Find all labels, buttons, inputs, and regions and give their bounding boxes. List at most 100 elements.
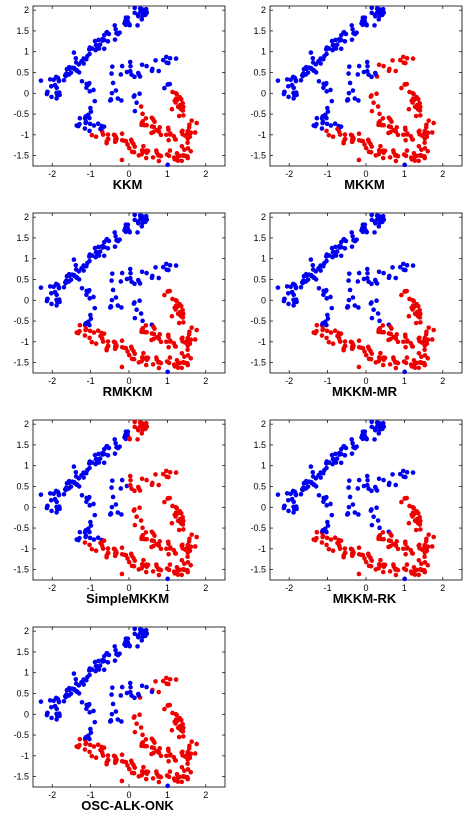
blue-point <box>71 257 77 262</box>
blue-point <box>137 91 142 97</box>
blue-point <box>323 82 328 87</box>
blue-point <box>107 719 113 724</box>
red-point <box>391 355 396 360</box>
panel-title: MKKM-MR <box>332 384 397 399</box>
blue-point <box>397 264 403 270</box>
x-tick-label: 0 <box>363 376 368 386</box>
red-point <box>153 472 158 477</box>
red-point <box>167 676 173 682</box>
red-point <box>119 157 125 163</box>
blue-point <box>138 311 144 316</box>
blue-point <box>69 272 75 277</box>
red-point <box>164 132 169 138</box>
red-point <box>129 139 135 144</box>
red-point <box>154 148 159 153</box>
blue-point <box>164 60 169 65</box>
blue-point <box>135 277 141 283</box>
x-tick-label: -2 <box>48 790 56 800</box>
red-point <box>101 331 107 336</box>
blue-point <box>288 77 293 83</box>
blue-point <box>113 295 119 300</box>
blue-point <box>64 480 70 486</box>
red-point <box>129 346 135 351</box>
blue-point <box>352 303 358 308</box>
red-point <box>173 137 179 142</box>
red-point <box>425 562 431 568</box>
red-point <box>174 771 180 777</box>
blue-point <box>347 287 353 293</box>
blue-point <box>301 66 307 72</box>
blue-point <box>336 451 342 456</box>
red-point <box>188 355 194 361</box>
red-point <box>132 522 138 528</box>
red-point <box>173 551 179 556</box>
red-point <box>172 305 178 311</box>
blue-point <box>284 284 290 289</box>
blue-point <box>393 482 399 488</box>
y-tick-label: 0.5 <box>253 67 266 77</box>
red-point <box>113 134 119 140</box>
red-point <box>125 142 130 147</box>
blue-point <box>330 461 335 467</box>
red-point <box>119 131 125 136</box>
red-point <box>320 534 325 540</box>
axes-frame <box>32 5 226 167</box>
blue-point <box>93 254 98 260</box>
blue-point <box>91 501 96 507</box>
red-point <box>403 137 408 143</box>
blue-point <box>369 507 374 512</box>
red-point <box>160 471 166 477</box>
blue-point <box>328 87 333 93</box>
blue-point <box>313 123 318 129</box>
blue-point <box>115 717 121 722</box>
red-point <box>156 482 162 488</box>
red-point <box>402 332 408 338</box>
red-point <box>350 134 356 140</box>
x-tick-label: 0 <box>126 376 131 386</box>
blue-point <box>134 307 139 312</box>
blue-point <box>115 303 121 308</box>
red-point <box>395 153 401 159</box>
x-tick-label: 0 <box>126 583 131 593</box>
blue-point <box>85 467 90 473</box>
blue-point <box>369 300 374 305</box>
red-point <box>413 518 419 524</box>
blue-point <box>310 56 316 61</box>
blue-point <box>61 491 67 497</box>
red-point <box>404 55 410 61</box>
blue-point <box>83 735 88 741</box>
blue-point <box>85 674 90 680</box>
red-point <box>413 104 419 110</box>
red-point <box>135 437 140 442</box>
blue-point <box>298 284 304 290</box>
x-tick-label: -1 <box>324 583 332 593</box>
blue-point <box>51 698 56 704</box>
red-point <box>139 431 145 436</box>
blue-point <box>306 272 312 277</box>
red-point <box>143 155 149 161</box>
red-point <box>182 354 187 359</box>
red-point <box>366 139 372 144</box>
red-point <box>181 734 186 739</box>
blue-point <box>402 162 407 168</box>
red-point <box>82 333 88 338</box>
red-point <box>376 562 382 567</box>
blue-point <box>346 90 352 96</box>
red-point <box>319 540 325 545</box>
blue-point <box>401 468 406 474</box>
axes-frame <box>269 212 463 374</box>
blue-point <box>308 50 314 55</box>
red-point <box>154 748 159 754</box>
blue-point <box>308 464 314 469</box>
y-tick-label: 2 <box>261 419 266 429</box>
blue-point <box>333 244 338 250</box>
y-tick-label: -1.5 <box>13 151 29 161</box>
y-tick-label: 1 <box>24 461 29 471</box>
blue-point <box>153 265 158 270</box>
red-point <box>77 736 83 742</box>
red-point <box>375 104 381 109</box>
blue-point <box>324 121 330 127</box>
blue-point <box>401 261 406 267</box>
blue-point <box>109 90 115 96</box>
red-point <box>140 732 145 738</box>
